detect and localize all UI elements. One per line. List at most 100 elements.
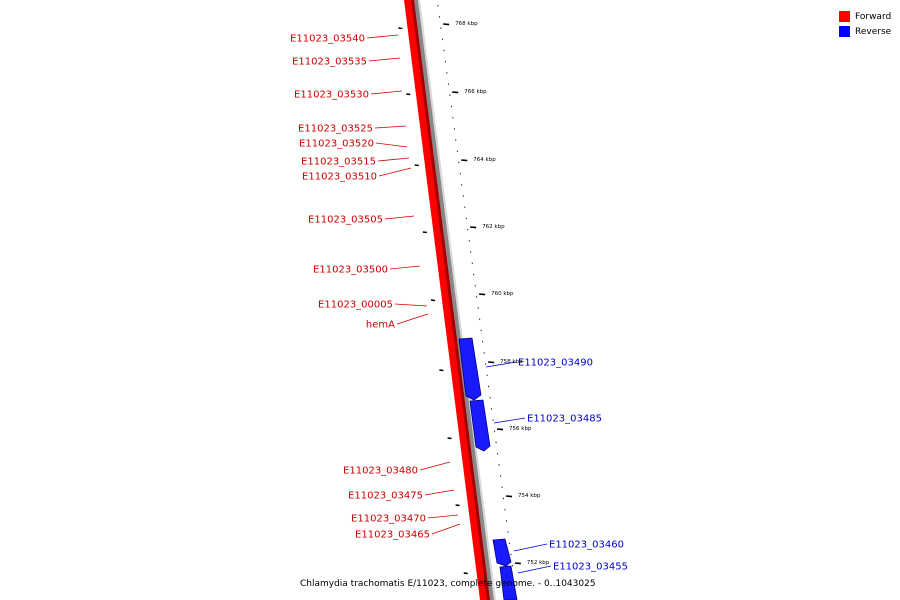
reverse-gene-leader [485,361,517,368]
strand-tick [414,164,419,167]
scale-minor-tick [465,217,467,220]
strand-tick [398,27,403,30]
scale-minor-tick [499,475,502,477]
forward-gene-leader [389,265,421,270]
scale-minor-tick [495,441,497,444]
scale-minor-tick [483,352,485,354]
scale-minor-tick [470,251,472,253]
forward-gene-leader [374,125,407,129]
scale-minor-tick [440,27,442,29]
scale-minor-tick [468,240,470,242]
reverse-gene-leader [493,417,526,424]
scale-label: 752 kbp [527,560,550,566]
legend-label-forward: Forward [855,11,892,22]
legend-item-reverse: Reverse [839,24,891,39]
forward-gene-label: E11023_03520 [299,139,374,150]
forward-gene-label: E11023_03475 [348,491,423,502]
scale-major-tick [470,226,477,229]
scale-label: 754 kbp [518,493,541,499]
forward-gene-label: E11023_03535 [292,57,367,68]
reverse-gene-leader [517,565,552,574]
forward-gene-leader [384,215,415,220]
scale-minor-tick [471,262,473,265]
forward-gene-leader [394,303,428,307]
scale-minor-tick [502,497,505,500]
scale-label: 766 kbp [464,89,487,95]
scale-minor-tick [489,396,491,399]
scale-minor-tick [449,94,451,97]
forward-gene-leader [370,90,403,95]
scale-minor-tick [493,430,496,433]
reverse-gene-label: E11023_03490 [518,358,593,369]
forward-gene-label: E11023_03510 [302,172,377,183]
forward-gene-leader [378,167,412,177]
scale-minor-tick [505,520,508,522]
scale-label: 762 kbp [482,224,505,230]
scale-minor-tick [456,150,458,153]
scale-minor-tick [501,486,503,489]
scale-minor-tick [490,408,493,410]
scale-label: 760 kbp [491,291,514,297]
scale-major-tick [505,495,513,498]
forward-gene-label: E11023_00005 [318,300,393,311]
forward-gene-leader [419,461,451,471]
scale-minor-tick [455,139,457,141]
scale-label: 768 kbp [455,21,478,27]
scale-minor-tick [484,363,487,365]
scale-major-tick [461,159,468,162]
forward-gene-leader [368,57,401,62]
strand-tick [447,437,452,440]
forward-gene-leader [377,157,410,162]
scale-minor-tick [486,374,488,377]
scale-minor-tick [443,49,445,52]
backbone-rail [414,0,494,600]
legend-item-forward: Forward [839,9,891,24]
scale-minor-tick [450,105,453,108]
forward-gene-leader [366,34,399,39]
scale-minor-tick [467,228,469,231]
forward-gene-label: E11023_03530 [294,90,369,101]
strand-tick [422,231,427,234]
scale-minor-tick [438,16,441,18]
gene-E11023-03485 [469,399,491,452]
scale-major-tick [514,562,521,565]
scale-label: 756 kbp [509,426,532,432]
scale-minor-tick [507,531,509,533]
scale-minor-tick [498,464,500,466]
scale-minor-tick [473,273,475,276]
gene-E11023-03455 [499,565,518,600]
scale-minor-tick [492,419,494,421]
scale-major-tick [488,361,495,364]
scale-major-tick [479,293,486,296]
strand-tick [463,572,468,575]
forward-gene-label: hemA [366,320,395,331]
reverse-gene-leader [513,543,548,552]
forward-gene-label: E11023_03500 [313,265,388,276]
forward-gene-leader [431,523,461,535]
scale-minor-tick [511,564,514,567]
scale-minor-tick [474,284,476,287]
scale-major-tick [496,428,504,431]
scale-minor-tick [446,72,448,74]
scale-minor-tick [444,60,447,63]
scale-minor-tick [487,385,490,388]
scale-minor-tick [477,307,479,309]
forward-gene-leader [427,514,459,519]
scale-major-tick [452,91,459,94]
scale-minor-tick [464,206,466,209]
strand-tick [430,299,436,302]
backbone-highlight [418,0,496,600]
reverse-gene-label: E11023_03485 [527,414,602,425]
legend-label-reverse: Reverse [855,26,892,37]
scale-minor-tick [447,83,450,85]
strand-tick [439,369,444,372]
scale-minor-tick [461,184,463,186]
strand-tick [455,504,460,507]
scale-minor-tick [437,4,439,7]
forward-strand-shade [411,0,490,600]
strand-tick [406,93,411,96]
reverse-gene-label: E11023_03455 [553,562,628,573]
forward-gene-label: E11023_03525 [298,124,373,135]
scale-minor-tick [508,542,511,545]
gene-E11023-03460 [492,538,512,567]
